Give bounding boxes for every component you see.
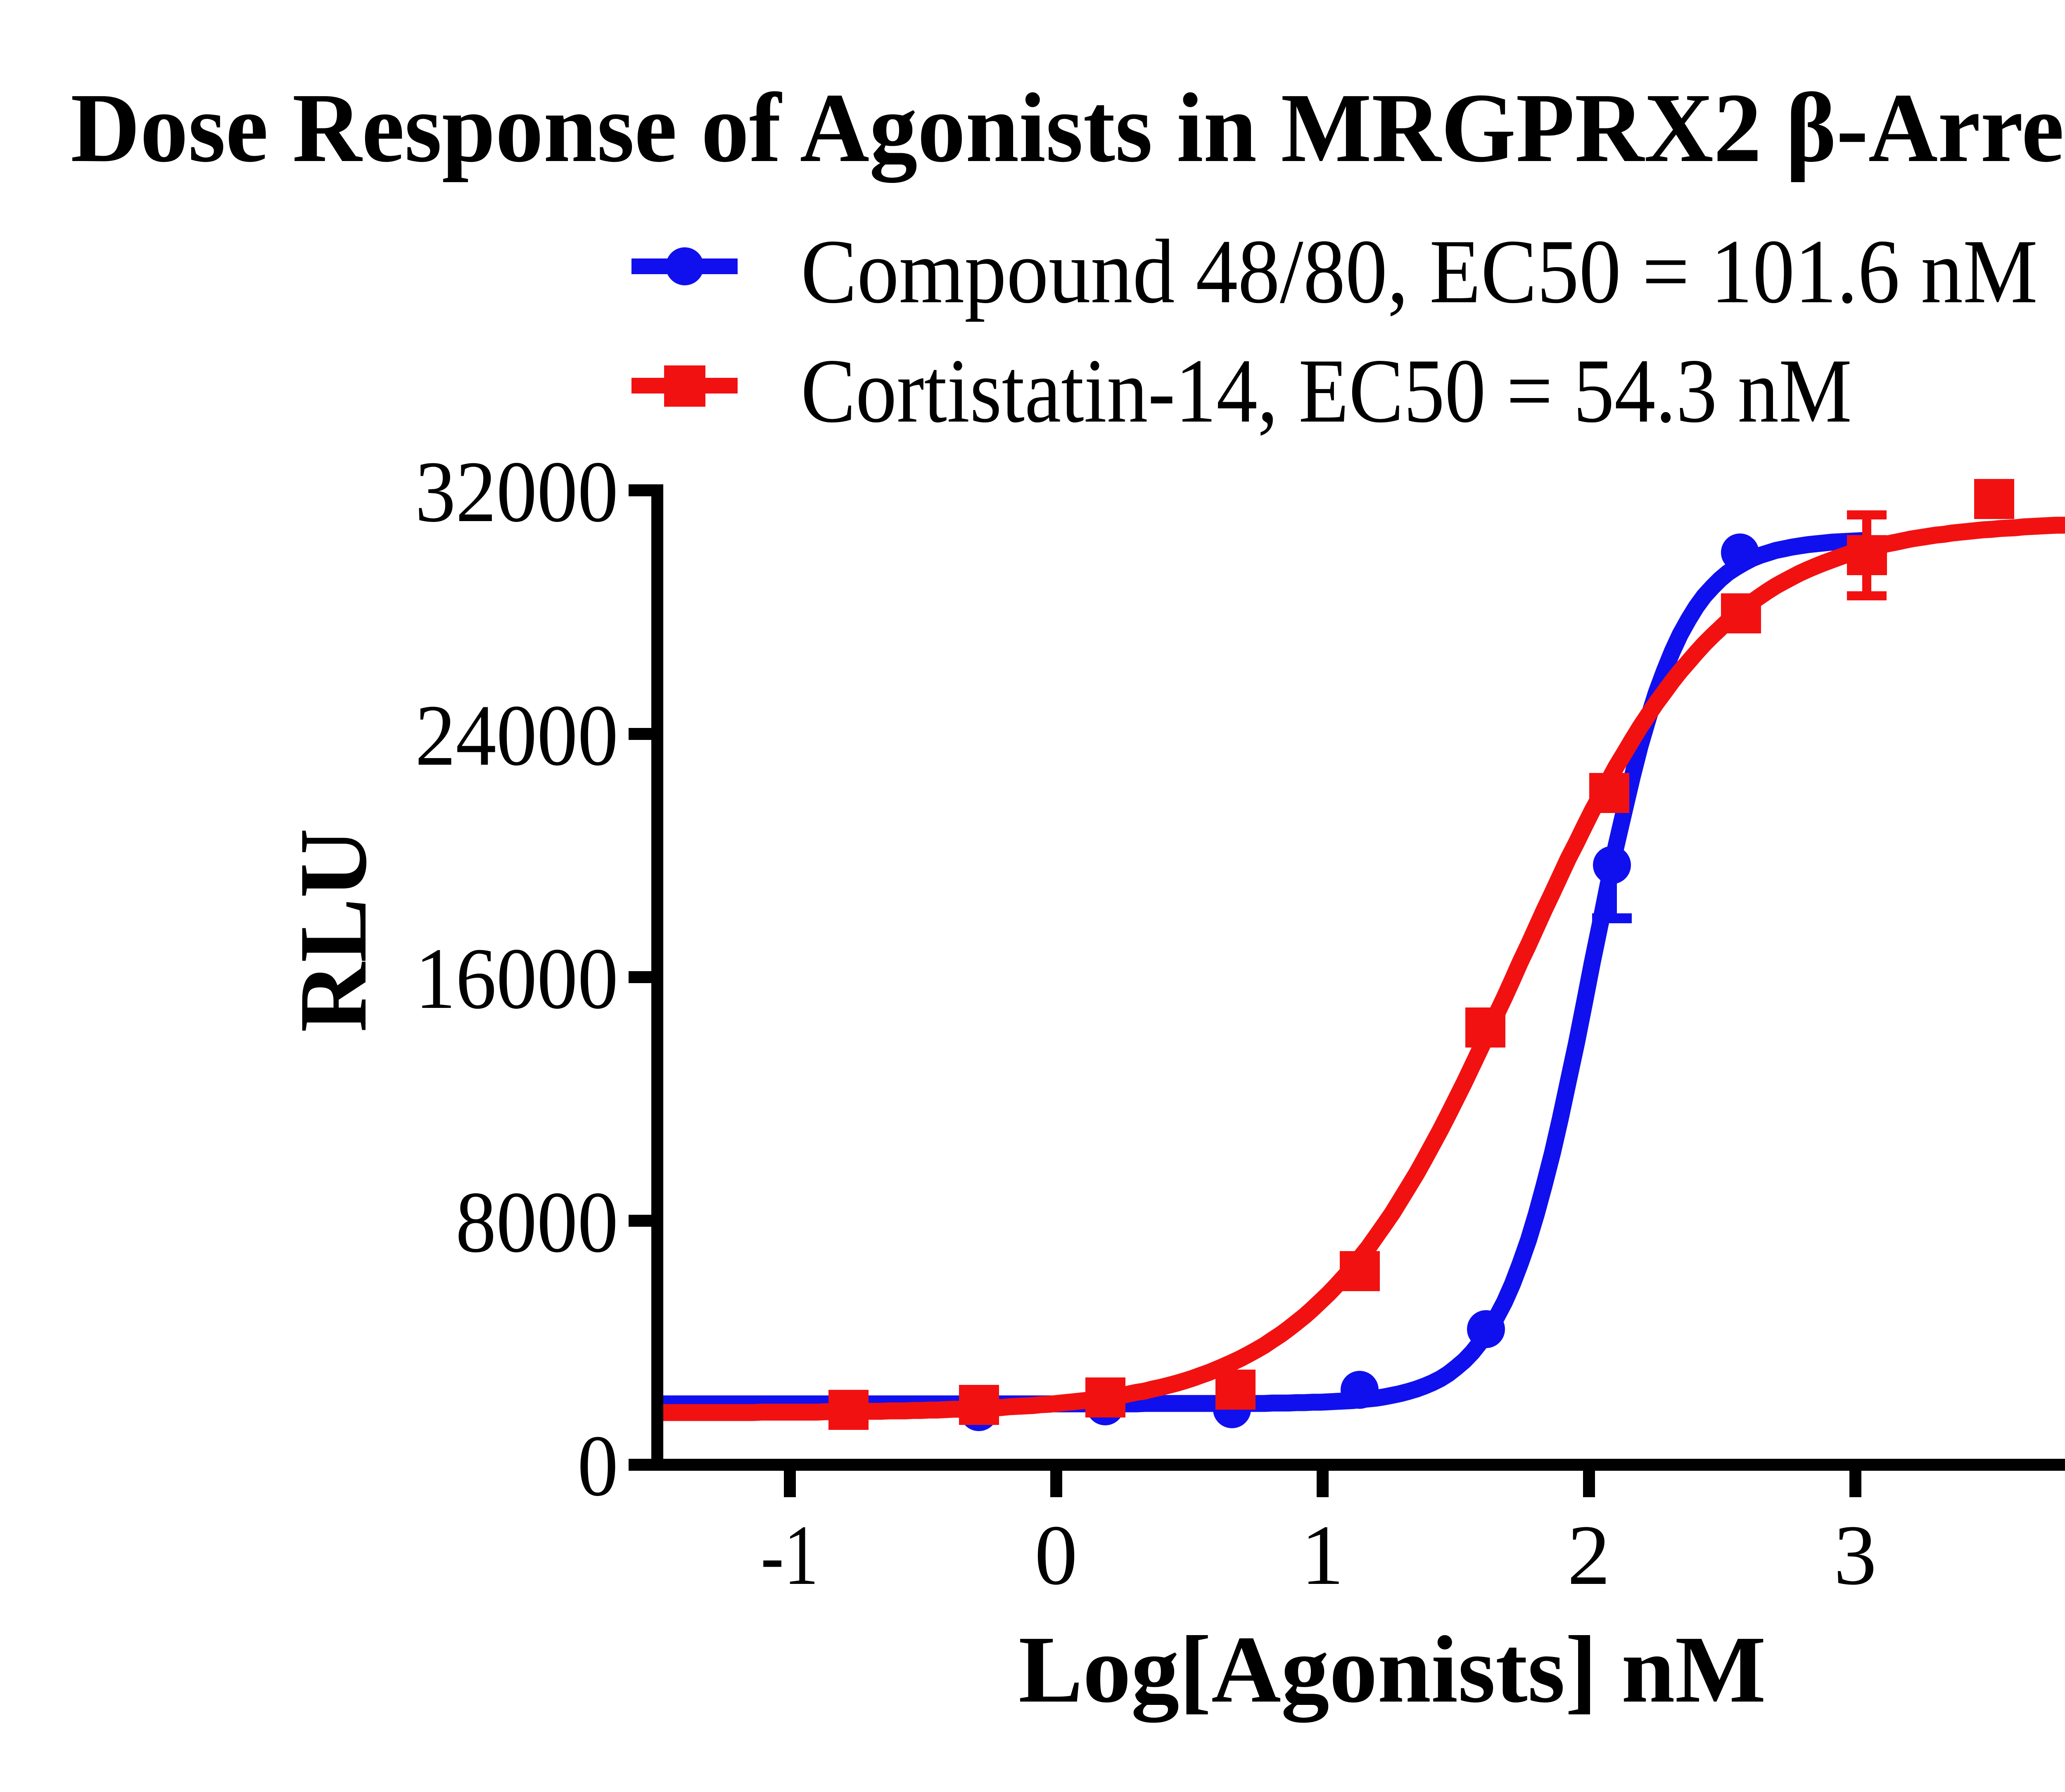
svg-text:Log[Agonists] nM: Log[Agonists] nM: [1018, 1617, 1766, 1723]
svg-text:0: 0: [1035, 1508, 1078, 1602]
svg-text:32000: 32000: [415, 443, 618, 540]
svg-text:3: 3: [1834, 1508, 1877, 1602]
svg-text:Cortistatin-14, EC50 = 54.3 nM: Cortistatin-14, EC50 = 54.3 nM: [801, 340, 1852, 442]
svg-text:1: 1: [1301, 1508, 1344, 1602]
svg-text:8000: 8000: [456, 1173, 618, 1271]
svg-text:24000: 24000: [415, 687, 618, 784]
svg-text:-1: -1: [761, 1508, 819, 1602]
svg-text:RLU: RLU: [279, 828, 387, 1032]
svg-text:2: 2: [1567, 1508, 1610, 1602]
svg-text:Dose Response of Agonists in M: Dose Response of Agonists in MRGPRX2 β-A…: [71, 73, 2065, 183]
svg-text:Compound 48/80, EC50 = 101.6 n: Compound 48/80, EC50 = 101.6 nM: [801, 221, 2038, 322]
svg-text:0: 0: [577, 1417, 618, 1514]
svg-text:16000: 16000: [415, 930, 618, 1027]
